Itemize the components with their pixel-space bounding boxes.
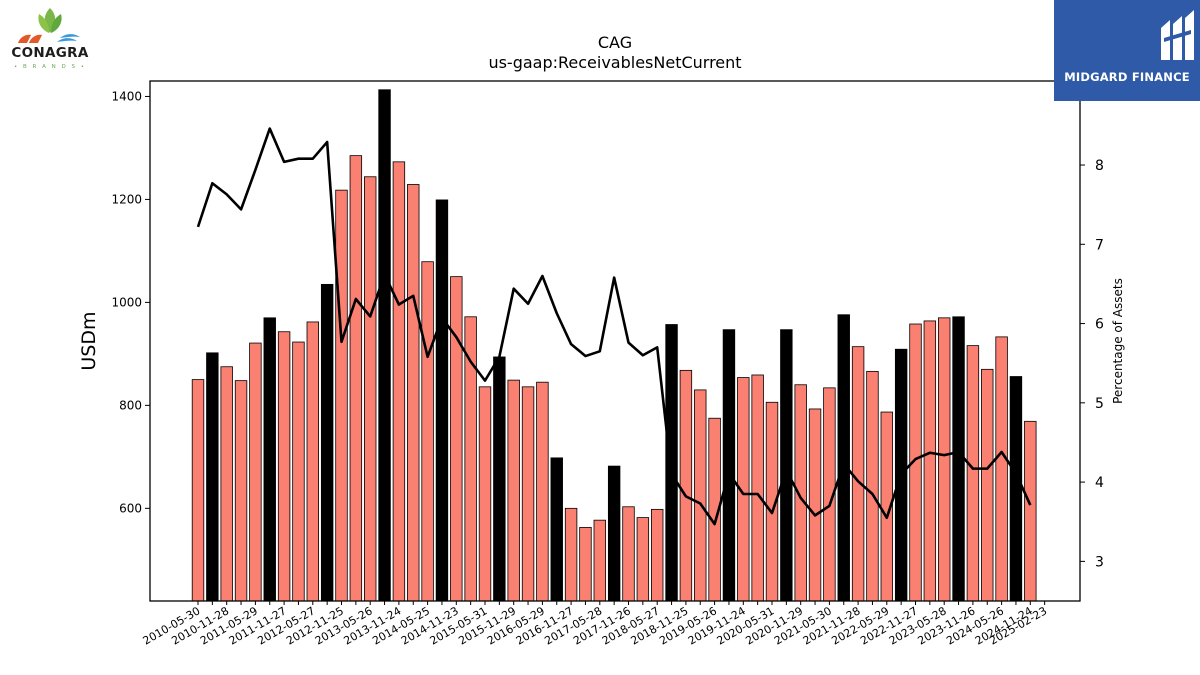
- y2-tick-label: 3: [1095, 554, 1104, 570]
- bar: [292, 341, 305, 602]
- bar: [320, 283, 334, 602]
- bar: [564, 507, 578, 602]
- bar: [191, 379, 205, 602]
- bar: [220, 366, 233, 602]
- bar: [493, 356, 506, 602]
- bar: [306, 321, 320, 602]
- bar: [407, 184, 420, 602]
- leaf-icon: [18, 8, 80, 43]
- y-axis: 600 800 1000 1200 1400: [111, 89, 150, 515]
- bar: [335, 189, 348, 602]
- bar: [995, 336, 1008, 602]
- y2-tick-label: 4: [1095, 475, 1104, 491]
- bar: [923, 320, 937, 602]
- series-line: [196, 127, 1032, 526]
- bar: [363, 176, 377, 602]
- bar: [981, 368, 994, 602]
- y-tick-label: 800: [119, 398, 142, 412]
- bar: [234, 380, 248, 602]
- y2-tick-label: 7: [1095, 237, 1104, 253]
- bar: [263, 317, 276, 602]
- bar: [450, 276, 463, 602]
- conagra-logo: CONAGRA • B R A N D S •: [0, 0, 100, 80]
- bar: [837, 314, 850, 602]
- bar: [378, 89, 391, 602]
- y2-tick-label: 8: [1095, 158, 1104, 174]
- bar: [206, 352, 219, 602]
- bar: [866, 370, 879, 602]
- y-tick-label: 1400: [111, 89, 142, 103]
- bar: [952, 316, 965, 602]
- midgard-mark-icon: [1161, 10, 1194, 60]
- plot-frame: [149, 80, 1081, 602]
- y2-axis: 3 4 5 6 7 8: [1080, 158, 1104, 570]
- y-axis-label: USDm: [78, 311, 100, 370]
- bar: [349, 155, 363, 602]
- bar: [780, 329, 793, 602]
- bar: [249, 342, 262, 602]
- bar: [521, 386, 535, 602]
- bar: [579, 526, 592, 602]
- bar: [550, 457, 563, 602]
- y2-axis-label: Percentage of Assets: [1111, 278, 1125, 404]
- midgard-finance-logo: MIDGARD FINANCE: [1054, 0, 1200, 101]
- bar: [751, 374, 764, 602]
- x-axis: 2010-05-302010-11-282011-05-292011-11-27…: [141, 601, 1049, 648]
- bar: [808, 408, 822, 602]
- bar: [1024, 420, 1037, 602]
- bar: [435, 199, 449, 602]
- chart-subtitle: us-gaap:ReceivablesNetCurrent: [488, 53, 741, 72]
- bar: [938, 317, 951, 602]
- bar: [1009, 376, 1023, 602]
- conagra-wordmark: CONAGRA: [11, 45, 89, 61]
- bar: [636, 517, 650, 602]
- bar: [679, 369, 693, 602]
- midgard-wordmark: MIDGARD FINANCE: [1064, 70, 1190, 84]
- bar: [651, 508, 664, 602]
- y-tick-label: 1200: [111, 192, 142, 206]
- bar: [593, 519, 607, 602]
- bar: [966, 345, 980, 602]
- y-tick-label: 1000: [111, 295, 142, 309]
- y-tick-label: 600: [119, 501, 142, 515]
- conagra-subtext: • B R A N D S •: [14, 64, 86, 70]
- line-group: [196, 127, 1032, 526]
- bar: [277, 331, 291, 602]
- bar: [392, 161, 406, 602]
- bar: [607, 465, 621, 602]
- y2-tick-label: 5: [1095, 396, 1104, 412]
- bar: [536, 381, 549, 602]
- bar: [622, 506, 635, 602]
- bar: [694, 389, 707, 602]
- bar: [421, 261, 434, 602]
- chart-title: CAG: [598, 33, 632, 52]
- bars-group: [191, 89, 1037, 602]
- y2-tick-label: 6: [1095, 317, 1104, 333]
- bar: [478, 386, 492, 602]
- bar: [851, 346, 865, 602]
- bar: [722, 329, 736, 602]
- bar: [507, 379, 520, 602]
